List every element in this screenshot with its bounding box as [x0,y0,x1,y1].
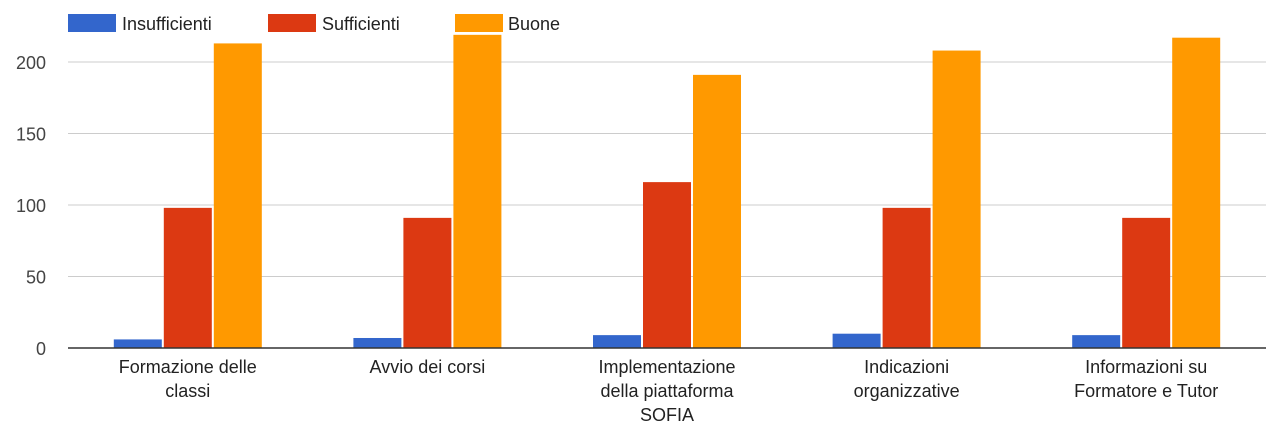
bar-insufficienti [113,339,162,348]
legend[interactable]: Insufficienti Sufficienti Buone [68,14,560,34]
x-category-label-line: della piattaforma [600,381,734,401]
x-category-label-line: Informazioni su [1085,357,1207,377]
bar-buone [453,34,502,348]
y-tick-label: 150 [16,125,46,145]
legend-swatch [455,14,503,32]
bar-buone [1172,37,1221,348]
legend-label: Sufficienti [322,14,400,34]
legend-label: Buone [508,14,560,34]
y-axis-ticks: 0 50 100 150 200 [16,53,46,359]
bar-buone [213,43,262,348]
bar-buone [932,50,981,349]
x-category-label-line: Indicazioni [864,357,949,377]
y-tick-label: 100 [16,196,46,216]
bar-insufficienti [832,333,881,348]
x-category-label: Indicazioni organizzative [854,357,960,401]
x-category-label-line: organizzative [854,381,960,401]
x-axis-labels: Formazione delle classi Avvio dei corsi Imp… [119,357,1218,425]
x-category-label-line: Formatore e Tutor [1074,381,1218,401]
x-category-label-line: Formazione delle [119,357,257,377]
bar-sufficienti [403,217,452,348]
x-category-label-line: Avvio dei corsi [370,357,486,377]
bar-insufficienti [593,335,641,348]
x-category-label: Informazioni su Formatore e Tutor [1074,357,1218,401]
bar-buone [693,74,741,349]
y-tick-label: 0 [36,339,46,359]
legend-item-buone[interactable]: Buone [455,14,560,34]
legend-label: Insufficienti [122,14,212,34]
bar-sufficienti [643,182,691,348]
x-category-label: Avvio dei corsi [370,357,486,377]
y-tick-label: 200 [16,53,46,73]
x-category-label-line: classi [165,381,210,401]
legend-swatch [268,14,316,32]
x-category-label: Implementazione della piattaforma SOFIA [598,357,735,425]
legend-item-sufficienti[interactable]: Sufficienti [268,14,400,34]
bars [113,34,1221,349]
x-category-label: Formazione delle classi [119,357,257,401]
x-category-label-line: Implementazione [598,357,735,377]
bar-sufficienti [1122,217,1171,348]
x-category-label-line: SOFIA [640,405,694,425]
legend-item-insufficienti[interactable]: Insufficienti [68,14,212,34]
bar-sufficienti [163,207,212,348]
bar-insufficienti [353,337,402,348]
y-tick-label: 50 [26,268,46,288]
legend-swatch [68,14,116,32]
bar-insufficienti [1072,335,1121,348]
bar-sufficienti [882,207,931,348]
